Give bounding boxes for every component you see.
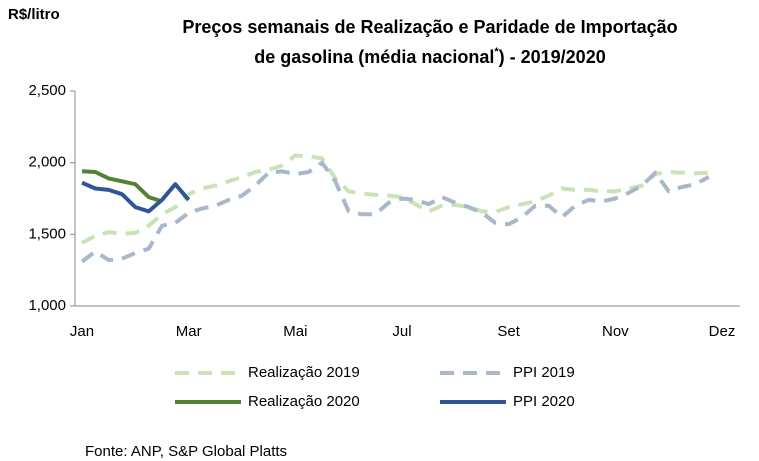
title-part: ) - 2019/2020 <box>499 47 606 67</box>
title-part: * <box>494 46 499 58</box>
legend-label: PPI 2019 <box>513 364 575 381</box>
y-tick-label: 2,500 <box>28 82 66 99</box>
x-tick-label: Mar <box>176 323 202 340</box>
x-tick-label: Nov <box>602 323 629 340</box>
x-tick-label: Mai <box>283 323 307 340</box>
y-tick-label: 1,500 <box>28 225 66 242</box>
x-tick-label: Dez <box>709 323 736 340</box>
chart-title: Preços semanais de Realização e Paridade… <box>182 17 677 37</box>
legend-label: PPI 2020 <box>513 393 575 410</box>
series-line <box>81 169 163 204</box>
y-axis-label: R$/litro <box>8 6 60 23</box>
series-line <box>81 180 191 214</box>
series-line <box>80 160 710 264</box>
x-tick-label: Jul <box>392 323 411 340</box>
x-tick-label: Set <box>497 323 520 340</box>
legend-label: Realização 2019 <box>248 364 360 381</box>
y-tick-label: 1,000 <box>28 297 66 314</box>
legend-label: Realização 2020 <box>248 393 360 410</box>
y-tick-label: 2,000 <box>28 154 66 171</box>
x-tick-label: Jan <box>70 323 94 340</box>
source-note: Fonte: ANP, S&P Global Platts <box>85 443 287 460</box>
chart-title: de gasolina (média nacional*) - 2019/202… <box>254 46 605 67</box>
title-part: de gasolina (média nacional <box>254 47 494 67</box>
